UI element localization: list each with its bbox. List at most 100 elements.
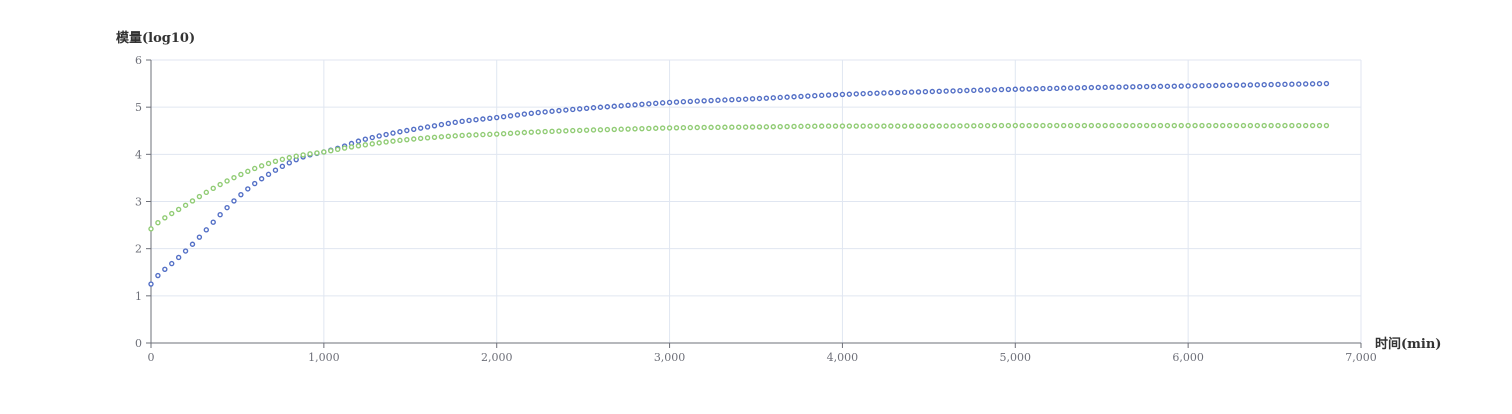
data-point — [563, 107, 569, 113]
data-point — [818, 92, 825, 99]
data-point — [680, 99, 687, 105]
data-point — [639, 125, 645, 132]
y-tick-label: 2 — [135, 243, 142, 256]
y-tick-label: 1 — [135, 290, 142, 303]
data-point — [895, 123, 901, 129]
data-point — [182, 248, 189, 254]
data-point — [874, 123, 880, 129]
data-point — [756, 95, 763, 102]
data-point — [1088, 122, 1095, 129]
data-point — [998, 86, 1005, 93]
data-point — [1088, 84, 1095, 91]
data-point — [445, 133, 452, 140]
data-point — [687, 124, 694, 131]
data-point — [1309, 81, 1316, 87]
data-point — [272, 167, 279, 173]
data-point — [452, 133, 458, 139]
data-point — [604, 104, 611, 110]
data-point — [874, 90, 880, 96]
data-point — [1220, 82, 1226, 89]
data-point — [507, 113, 514, 119]
data-point — [1026, 86, 1032, 92]
data-point — [231, 198, 237, 204]
data-point — [438, 134, 445, 140]
data-point — [258, 176, 265, 182]
data-point — [936, 88, 942, 94]
data-point — [666, 99, 673, 106]
data-point — [867, 90, 873, 97]
data-point — [238, 191, 244, 198]
data-point — [1137, 83, 1143, 90]
x-axis-ticks: 0 1,000 2,000 3,000 4,000 5,000 6,000 7,000 — [148, 343, 1377, 364]
data-point — [742, 96, 749, 102]
data-point — [1289, 122, 1295, 129]
data-point — [231, 174, 237, 181]
data-point — [570, 127, 576, 134]
data-point — [715, 97, 721, 103]
data-point — [1074, 122, 1081, 129]
data-point — [1081, 122, 1088, 129]
data-point — [1157, 122, 1164, 129]
x-tick-label: 3,000 — [654, 351, 686, 364]
data-point — [265, 171, 272, 178]
data-point — [494, 131, 500, 137]
data-point — [563, 128, 569, 134]
data-point — [632, 102, 638, 108]
data-point — [217, 181, 223, 188]
data-point — [1206, 122, 1212, 129]
data-point — [411, 126, 417, 133]
data-point — [1095, 84, 1101, 91]
data-point — [708, 124, 714, 131]
x-tick-label: 6,000 — [1172, 351, 1204, 364]
data-point — [431, 123, 438, 129]
data-point — [383, 131, 389, 138]
data-point — [1199, 122, 1205, 129]
data-point — [528, 129, 534, 135]
data-point — [424, 135, 431, 141]
data-point — [791, 94, 797, 100]
data-point — [1095, 122, 1101, 129]
data-point — [224, 204, 230, 211]
data-point — [355, 143, 362, 149]
data-point — [964, 87, 970, 94]
data-point — [390, 130, 396, 136]
data-point — [514, 112, 521, 118]
data-point — [162, 215, 168, 221]
data-point — [943, 88, 949, 94]
data-point — [348, 144, 355, 150]
data-point — [397, 137, 403, 144]
x-tick-label: 2,000 — [481, 351, 513, 364]
data-point — [991, 122, 998, 129]
data-point — [611, 126, 617, 133]
data-point — [1005, 122, 1012, 129]
data-point — [888, 90, 894, 96]
data-point — [1102, 84, 1108, 90]
y-tick-label: 4 — [135, 148, 142, 161]
data-point — [1233, 82, 1240, 88]
data-point — [853, 91, 859, 97]
data-point — [245, 186, 251, 192]
data-point — [611, 103, 617, 109]
data-point — [549, 128, 555, 135]
data-point — [466, 132, 472, 138]
data-point — [321, 149, 327, 155]
data-point — [1226, 82, 1233, 88]
data-point — [604, 126, 611, 133]
data-point — [957, 87, 963, 94]
data-point — [1254, 122, 1260, 129]
data-point — [1178, 122, 1184, 129]
data-point — [1019, 86, 1025, 92]
data-point — [362, 136, 369, 142]
data-point — [514, 130, 521, 136]
data-point — [1157, 83, 1164, 90]
data-point — [846, 123, 853, 129]
data-point — [701, 124, 707, 131]
data-point — [397, 129, 403, 135]
data-point — [1067, 122, 1074, 129]
data-point — [279, 156, 286, 163]
data-point — [452, 119, 458, 126]
data-point — [383, 139, 389, 145]
data-point — [1268, 122, 1274, 129]
y-tick-label: 3 — [135, 196, 142, 209]
data-point — [175, 206, 182, 213]
